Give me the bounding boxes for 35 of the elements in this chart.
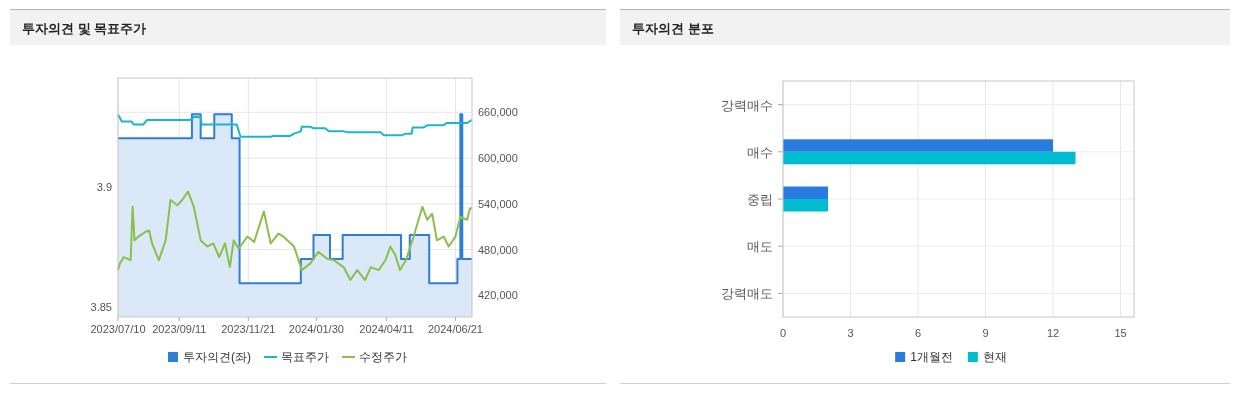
legend-label: 목표주가 [281, 350, 329, 364]
x-tick-label: 9 [982, 327, 989, 339]
bar [783, 151, 1076, 165]
y2-tick-label: 540,000 [478, 197, 518, 210]
y-tick-label: 강력매수 [721, 97, 773, 113]
y2-tick-label: 480,000 [478, 243, 518, 256]
legend-label: 수정주가 [359, 350, 407, 364]
bar [783, 186, 828, 199]
y-tick-label: 강력매도 [721, 286, 773, 302]
x-tick-label: 2023/09/11 [152, 323, 207, 335]
x-tick-label: 2023/11/21 [221, 323, 276, 335]
bar [783, 199, 828, 212]
y-tick-label: 매수 [747, 144, 773, 160]
y2-tick-label: 600,000 [478, 152, 518, 165]
y-tick-label: 매도 [747, 239, 773, 255]
text: 투자의견 분포 [632, 21, 714, 36]
chart-title: 투자의견 및 목표주가 [22, 21, 147, 36]
legend-label: 1개월전 [910, 350, 953, 364]
y2-tick-label: 420,000 [478, 289, 518, 302]
x-tick-label: 3 [847, 327, 854, 339]
legend-label: 현재 [982, 350, 1007, 364]
x-tick-label: 15 [1114, 327, 1127, 339]
x-tick-label: 0 [779, 327, 787, 339]
y2-tick-label: 660,000 [478, 106, 518, 119]
x-tick-label: 2024/04/11 [359, 323, 414, 335]
x-tick-label: 2024/01/30 [288, 323, 344, 335]
y-tick-label: 중립 [747, 192, 773, 207]
x-tick-label: 12 [1046, 327, 1060, 339]
x-tick-label: 6 [914, 327, 922, 339]
x-tick-label: 2024/06/21 [427, 323, 483, 335]
y-tick-label: 3.9 [96, 180, 112, 193]
y-tick-label: 3.85 [90, 301, 112, 314]
legend-label: 투자의견(좌) [183, 350, 251, 364]
x-tick-label: 2023/07/10 [90, 323, 146, 335]
bar [783, 139, 1053, 152]
